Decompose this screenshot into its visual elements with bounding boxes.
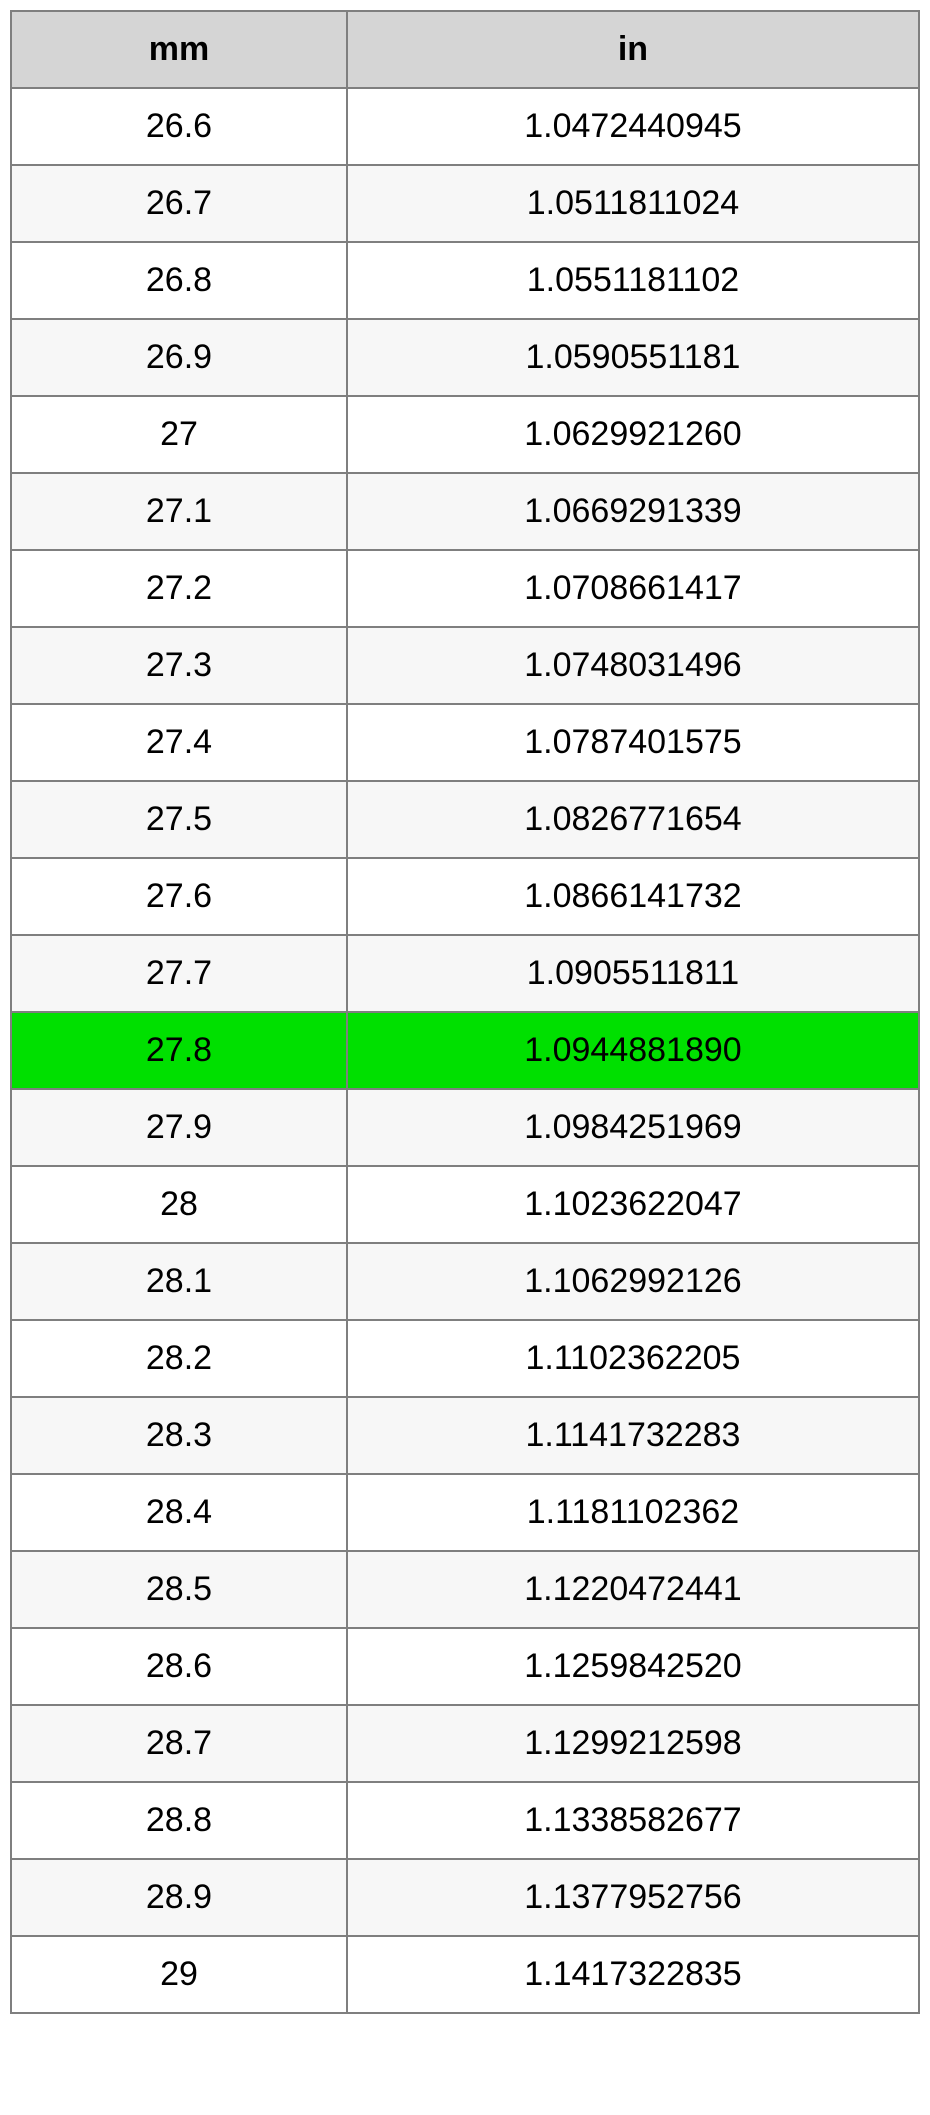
cell-in: 1.1338582677 <box>347 1782 919 1859</box>
cell-in: 1.0748031496 <box>347 627 919 704</box>
table-row: 26.71.0511811024 <box>11 165 919 242</box>
table-row: 28.31.1141732283 <box>11 1397 919 1474</box>
cell-mm: 28.5 <box>11 1551 347 1628</box>
cell-in: 1.1102362205 <box>347 1320 919 1397</box>
cell-in: 1.0708661417 <box>347 550 919 627</box>
cell-in: 1.0590551181 <box>347 319 919 396</box>
cell-in: 1.0472440945 <box>347 88 919 165</box>
table-row: 27.31.0748031496 <box>11 627 919 704</box>
table-row: 27.51.0826771654 <box>11 781 919 858</box>
table-row: 28.71.1299212598 <box>11 1705 919 1782</box>
cell-mm: 27.7 <box>11 935 347 1012</box>
table-row: 28.11.1062992126 <box>11 1243 919 1320</box>
cell-in: 1.1141732283 <box>347 1397 919 1474</box>
cell-mm: 28.7 <box>11 1705 347 1782</box>
cell-mm: 28.8 <box>11 1782 347 1859</box>
cell-mm: 26.8 <box>11 242 347 319</box>
cell-mm: 28.4 <box>11 1474 347 1551</box>
cell-in: 1.0511811024 <box>347 165 919 242</box>
table-row: 27.11.0669291339 <box>11 473 919 550</box>
cell-mm: 27.4 <box>11 704 347 781</box>
cell-mm: 28.9 <box>11 1859 347 1936</box>
cell-mm: 27.8 <box>11 1012 347 1089</box>
table-row: 27.41.0787401575 <box>11 704 919 781</box>
table-row: 28.41.1181102362 <box>11 1474 919 1551</box>
cell-mm: 28.1 <box>11 1243 347 1320</box>
conversion-table: mm in 26.61.047244094526.71.051181102426… <box>10 10 920 2014</box>
cell-mm: 27.9 <box>11 1089 347 1166</box>
cell-in: 1.0866141732 <box>347 858 919 935</box>
cell-in: 1.1417322835 <box>347 1936 919 2013</box>
table-header: mm in <box>11 11 919 88</box>
conversion-table-wrap: mm in 26.61.047244094526.71.051181102426… <box>0 0 930 2024</box>
cell-in: 1.1259842520 <box>347 1628 919 1705</box>
cell-mm: 28 <box>11 1166 347 1243</box>
cell-in: 1.0826771654 <box>347 781 919 858</box>
table-row: 27.61.0866141732 <box>11 858 919 935</box>
cell-mm: 28.2 <box>11 1320 347 1397</box>
cell-mm: 29 <box>11 1936 347 2013</box>
table-row: 28.21.1102362205 <box>11 1320 919 1397</box>
cell-mm: 26.6 <box>11 88 347 165</box>
cell-in: 1.1023622047 <box>347 1166 919 1243</box>
cell-in: 1.0984251969 <box>347 1089 919 1166</box>
cell-in: 1.1062992126 <box>347 1243 919 1320</box>
table-row: 26.61.0472440945 <box>11 88 919 165</box>
cell-in: 1.1220472441 <box>347 1551 919 1628</box>
cell-mm: 27.3 <box>11 627 347 704</box>
table-row: 27.21.0708661417 <box>11 550 919 627</box>
table-header-row: mm in <box>11 11 919 88</box>
cell-mm: 26.9 <box>11 319 347 396</box>
cell-mm: 27.2 <box>11 550 347 627</box>
cell-mm: 27.1 <box>11 473 347 550</box>
table-row: 26.91.0590551181 <box>11 319 919 396</box>
cell-in: 1.0551181102 <box>347 242 919 319</box>
table-row: 28.81.1338582677 <box>11 1782 919 1859</box>
cell-in: 1.0629921260 <box>347 396 919 473</box>
table-row: 27.71.0905511811 <box>11 935 919 1012</box>
table-row: 27.91.0984251969 <box>11 1089 919 1166</box>
cell-mm: 28.3 <box>11 1397 347 1474</box>
table-row: 28.91.1377952756 <box>11 1859 919 1936</box>
cell-mm: 27.5 <box>11 781 347 858</box>
table-row: 281.1023622047 <box>11 1166 919 1243</box>
cell-in: 1.1377952756 <box>347 1859 919 1936</box>
table-row: 271.0629921260 <box>11 396 919 473</box>
cell-in: 1.0905511811 <box>347 935 919 1012</box>
cell-in: 1.1299212598 <box>347 1705 919 1782</box>
cell-in: 1.0669291339 <box>347 473 919 550</box>
table-row: 26.81.0551181102 <box>11 242 919 319</box>
cell-mm: 26.7 <box>11 165 347 242</box>
table-row: 28.51.1220472441 <box>11 1551 919 1628</box>
cell-mm: 27 <box>11 396 347 473</box>
table-row-highlight: 27.81.0944881890 <box>11 1012 919 1089</box>
table-row: 291.1417322835 <box>11 1936 919 2013</box>
cell-in: 1.1181102362 <box>347 1474 919 1551</box>
col-header-mm: mm <box>11 11 347 88</box>
table-body: 26.61.047244094526.71.051181102426.81.05… <box>11 88 919 2013</box>
cell-in: 1.0787401575 <box>347 704 919 781</box>
cell-mm: 27.6 <box>11 858 347 935</box>
cell-in: 1.0944881890 <box>347 1012 919 1089</box>
cell-mm: 28.6 <box>11 1628 347 1705</box>
col-header-in: in <box>347 11 919 88</box>
table-row: 28.61.1259842520 <box>11 1628 919 1705</box>
